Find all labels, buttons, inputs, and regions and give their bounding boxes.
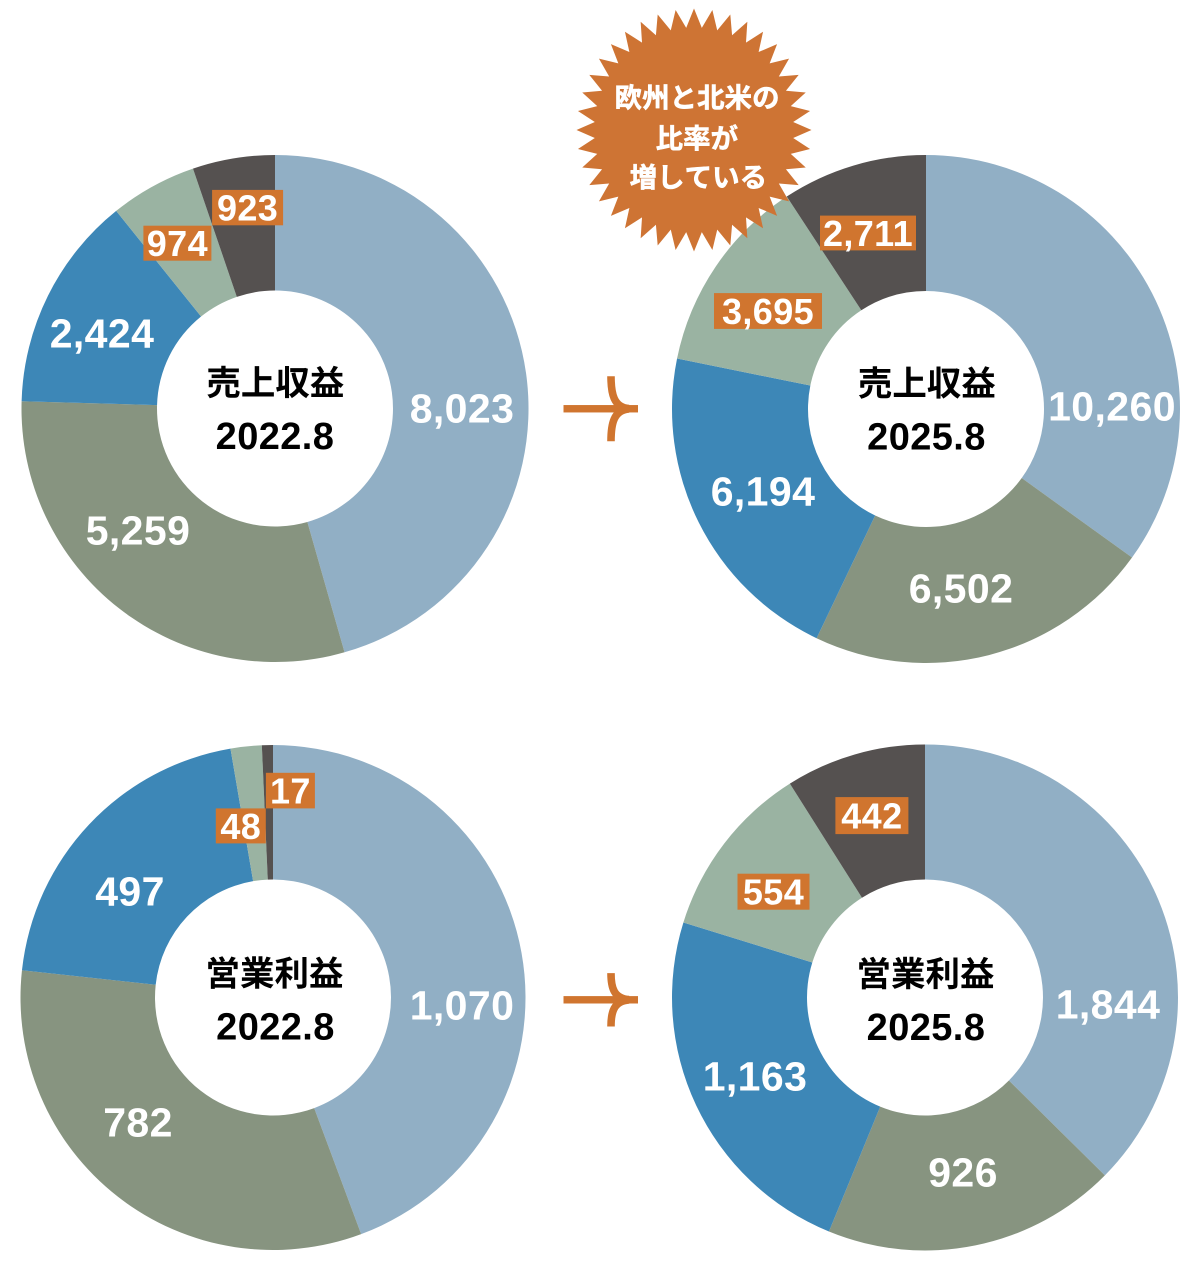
svg-text:1,070: 1,070 <box>410 983 515 1029</box>
svg-text:1,844: 1,844 <box>1056 982 1161 1028</box>
svg-text:2022.8: 2022.8 <box>216 416 335 458</box>
svg-text:926: 926 <box>928 1150 998 1196</box>
svg-text:2022.8: 2022.8 <box>216 1007 335 1049</box>
svg-text:554: 554 <box>743 872 804 913</box>
svg-text:6,194: 6,194 <box>711 469 816 515</box>
svg-text:10,260: 10,260 <box>1048 384 1176 430</box>
svg-text:974: 974 <box>147 223 208 264</box>
svg-text:2025.8: 2025.8 <box>867 417 986 459</box>
svg-text:442: 442 <box>841 795 902 836</box>
svg-text:5,259: 5,259 <box>86 508 191 554</box>
svg-text:8,023: 8,023 <box>410 386 515 432</box>
svg-text:48: 48 <box>220 806 261 847</box>
svg-text:497: 497 <box>95 869 165 915</box>
svg-text:923: 923 <box>217 187 278 228</box>
svg-text:6,502: 6,502 <box>909 566 1014 612</box>
svg-text:17: 17 <box>270 770 311 811</box>
svg-text:3,695: 3,695 <box>722 291 814 332</box>
svg-text:2,711: 2,711 <box>823 213 913 254</box>
svg-text:1,163: 1,163 <box>703 1054 808 1100</box>
svg-text:2,424: 2,424 <box>50 311 155 357</box>
svg-text:2025.8: 2025.8 <box>867 1007 986 1049</box>
svg-text:782: 782 <box>103 1100 173 1146</box>
